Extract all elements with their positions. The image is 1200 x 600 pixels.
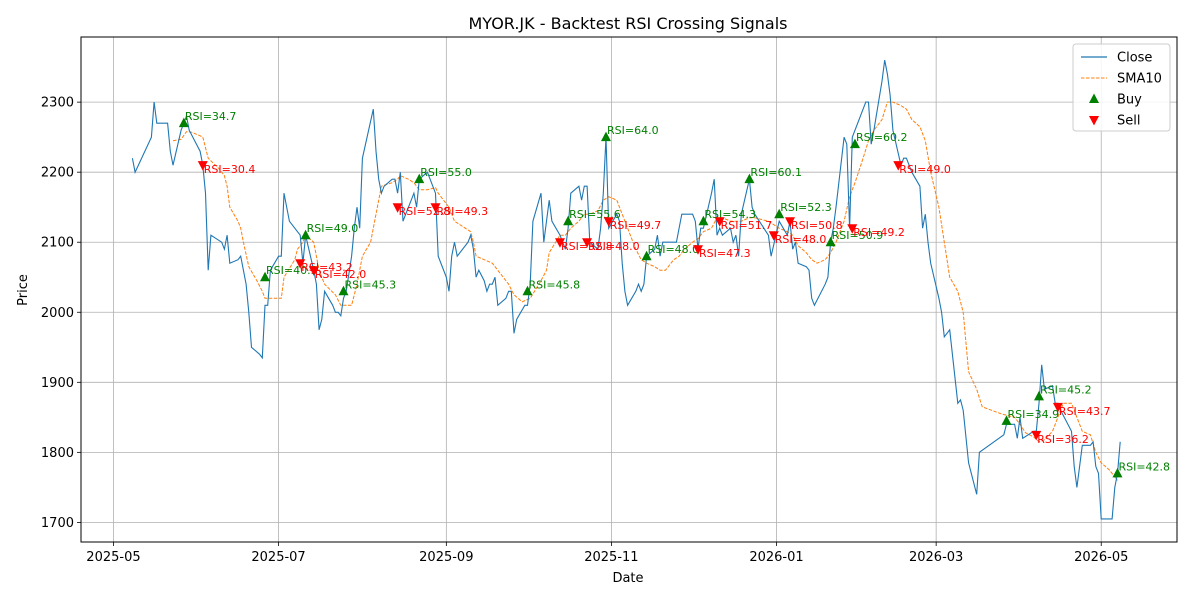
x-tick-label: 2025-11 (584, 550, 638, 565)
buy-signal-marker (774, 208, 785, 219)
sell-signal-marker (893, 161, 904, 171)
sell-signal-label: RSI=47.3 (699, 247, 751, 260)
y-tick-label: 2200 (41, 166, 74, 181)
buy-signal-marker (563, 215, 574, 226)
buy-signal-marker (260, 271, 271, 282)
buy-signal-label: RSI=49.0 (307, 222, 359, 235)
sell-signal-label: RSI=43.7 (1059, 405, 1111, 418)
y-tick-label: 1900 (41, 376, 74, 391)
buy-signal-label: RSI=34.9 (1008, 408, 1060, 421)
sell-signal-marker (430, 203, 441, 213)
sell-signal-label: RSI=49.7 (610, 219, 662, 232)
buy-signal-label: RSI=48.0 (648, 243, 700, 256)
sell-signal-label: RSI=48.0 (588, 240, 640, 253)
y-tick-label: 1800 (41, 446, 74, 461)
buy-signal-label: RSI=45.8 (529, 278, 581, 291)
sell-signal-marker (392, 203, 403, 213)
buy-signal-label: RSI=34.7 (185, 110, 237, 123)
axis-ticks: 2025-05 2025-07 2025-09 2025-11 2026-01 2026-… (41, 96, 1128, 565)
sell-signal-label: RSI=30.4 (204, 163, 256, 176)
x-tick-label: 2026-03 (909, 550, 963, 565)
x-tick-label: 2025-05 (86, 550, 140, 565)
sell-signal-marker (308, 266, 319, 276)
buy-signal-marker (849, 138, 860, 149)
sell-signal-marker (554, 238, 565, 248)
close-layer (131, 59, 1121, 520)
close-price-line (131, 59, 1121, 520)
x-axis-title: Date (612, 571, 643, 586)
legend-label-sma: SMA10 (1117, 72, 1162, 87)
legend-label-buy: Buy (1117, 93, 1142, 108)
legend-box (1072, 43, 1171, 132)
buy-signal-label: RSI=40.3 (266, 264, 318, 277)
buy-signal-label: RSI=52.3 (780, 201, 832, 214)
buy-signal-marker (1033, 390, 1044, 401)
sell-signal-marker (197, 161, 208, 171)
buy-signal-label: RSI=64.0 (607, 124, 659, 137)
sell-signal-label: RSI=49.0 (899, 163, 951, 176)
legend-sell-swatch (1089, 116, 1099, 126)
sell-signal-marker (295, 259, 306, 269)
y-axis-title: Price (16, 274, 31, 306)
buy-signal-marker (522, 285, 533, 296)
buy-signal-marker (300, 229, 311, 240)
sell-signal-label: RSI=36.2 (1037, 433, 1089, 446)
x-tick-label: 2026-05 (1074, 550, 1128, 565)
legend-buy-swatch (1089, 93, 1099, 103)
x-tick-label: 2026-01 (749, 550, 803, 565)
legend-label-close: Close (1117, 51, 1152, 66)
sell-signal-label: RSI=49.3 (437, 205, 489, 218)
sell-signal-marker (847, 224, 858, 234)
buy-signal-marker (698, 215, 709, 226)
y-tick-label: 1700 (41, 516, 74, 531)
buy-signal-marker (178, 117, 189, 128)
buy-signal-marker (825, 236, 836, 247)
buy-signal-marker (641, 250, 652, 261)
legend-label-sell: Sell (1117, 114, 1140, 129)
sell-signal-marker (768, 231, 779, 241)
sell-signal-marker (785, 217, 796, 227)
buy-signal-label: RSI=42.8 (1118, 460, 1170, 473)
chart-title: MYOR.JK - Backtest RSI Crossing Signals (469, 14, 788, 33)
grid-lines (81, 37, 1177, 542)
sell-signal-marker (1052, 402, 1063, 413)
buy-signal-label: RSI=55.0 (420, 166, 472, 179)
buy-signal-marker (338, 285, 349, 296)
buy-signal-marker (600, 131, 611, 142)
x-tick-label: 2025-09 (419, 550, 473, 565)
sell-signal-marker (714, 217, 725, 227)
y-tick-label: 2000 (41, 306, 74, 321)
signal-layer: RSI=34.7 RSI=40.3 RSI=49.0 RSI=45.3 RSI=55.0… (178, 110, 1170, 478)
sell-signal-label: RSI=51.7 (721, 219, 773, 232)
buy-signal-label: RSI=60.2 (856, 131, 908, 144)
sell-signal-label: RSI=42.0 (315, 268, 367, 281)
legend: Close SMA10 Buy Sell (1072, 43, 1171, 132)
sell-signal-marker (693, 245, 704, 255)
buy-signal-label: RSI=45.2 (1040, 383, 1092, 396)
buy-signal-label: RSI=50.9 (832, 229, 884, 242)
y-tick-label: 2100 (41, 236, 74, 251)
sell-signal-label: RSI=48.0 (775, 233, 827, 246)
buy-signal-marker (414, 173, 425, 184)
sell-signal-label: RSI=50.8 (791, 219, 843, 232)
plot-frame (80, 36, 1178, 543)
buy-signal-label: RSI=60.1 (750, 166, 802, 179)
sell-signal-marker (582, 238, 593, 248)
buy-signal-marker (1001, 415, 1012, 425)
sell-signal-label: RSI=49.2 (853, 226, 905, 239)
sell-signal-marker (1031, 430, 1042, 441)
x-tick-label: 2025-07 (251, 550, 305, 565)
buy-signal-marker (1112, 467, 1123, 478)
sell-signal-marker (603, 217, 614, 227)
buy-signal-marker (744, 173, 755, 184)
y-tick-label: 2300 (41, 96, 74, 111)
buy-signal-label: RSI=45.3 (344, 278, 396, 291)
